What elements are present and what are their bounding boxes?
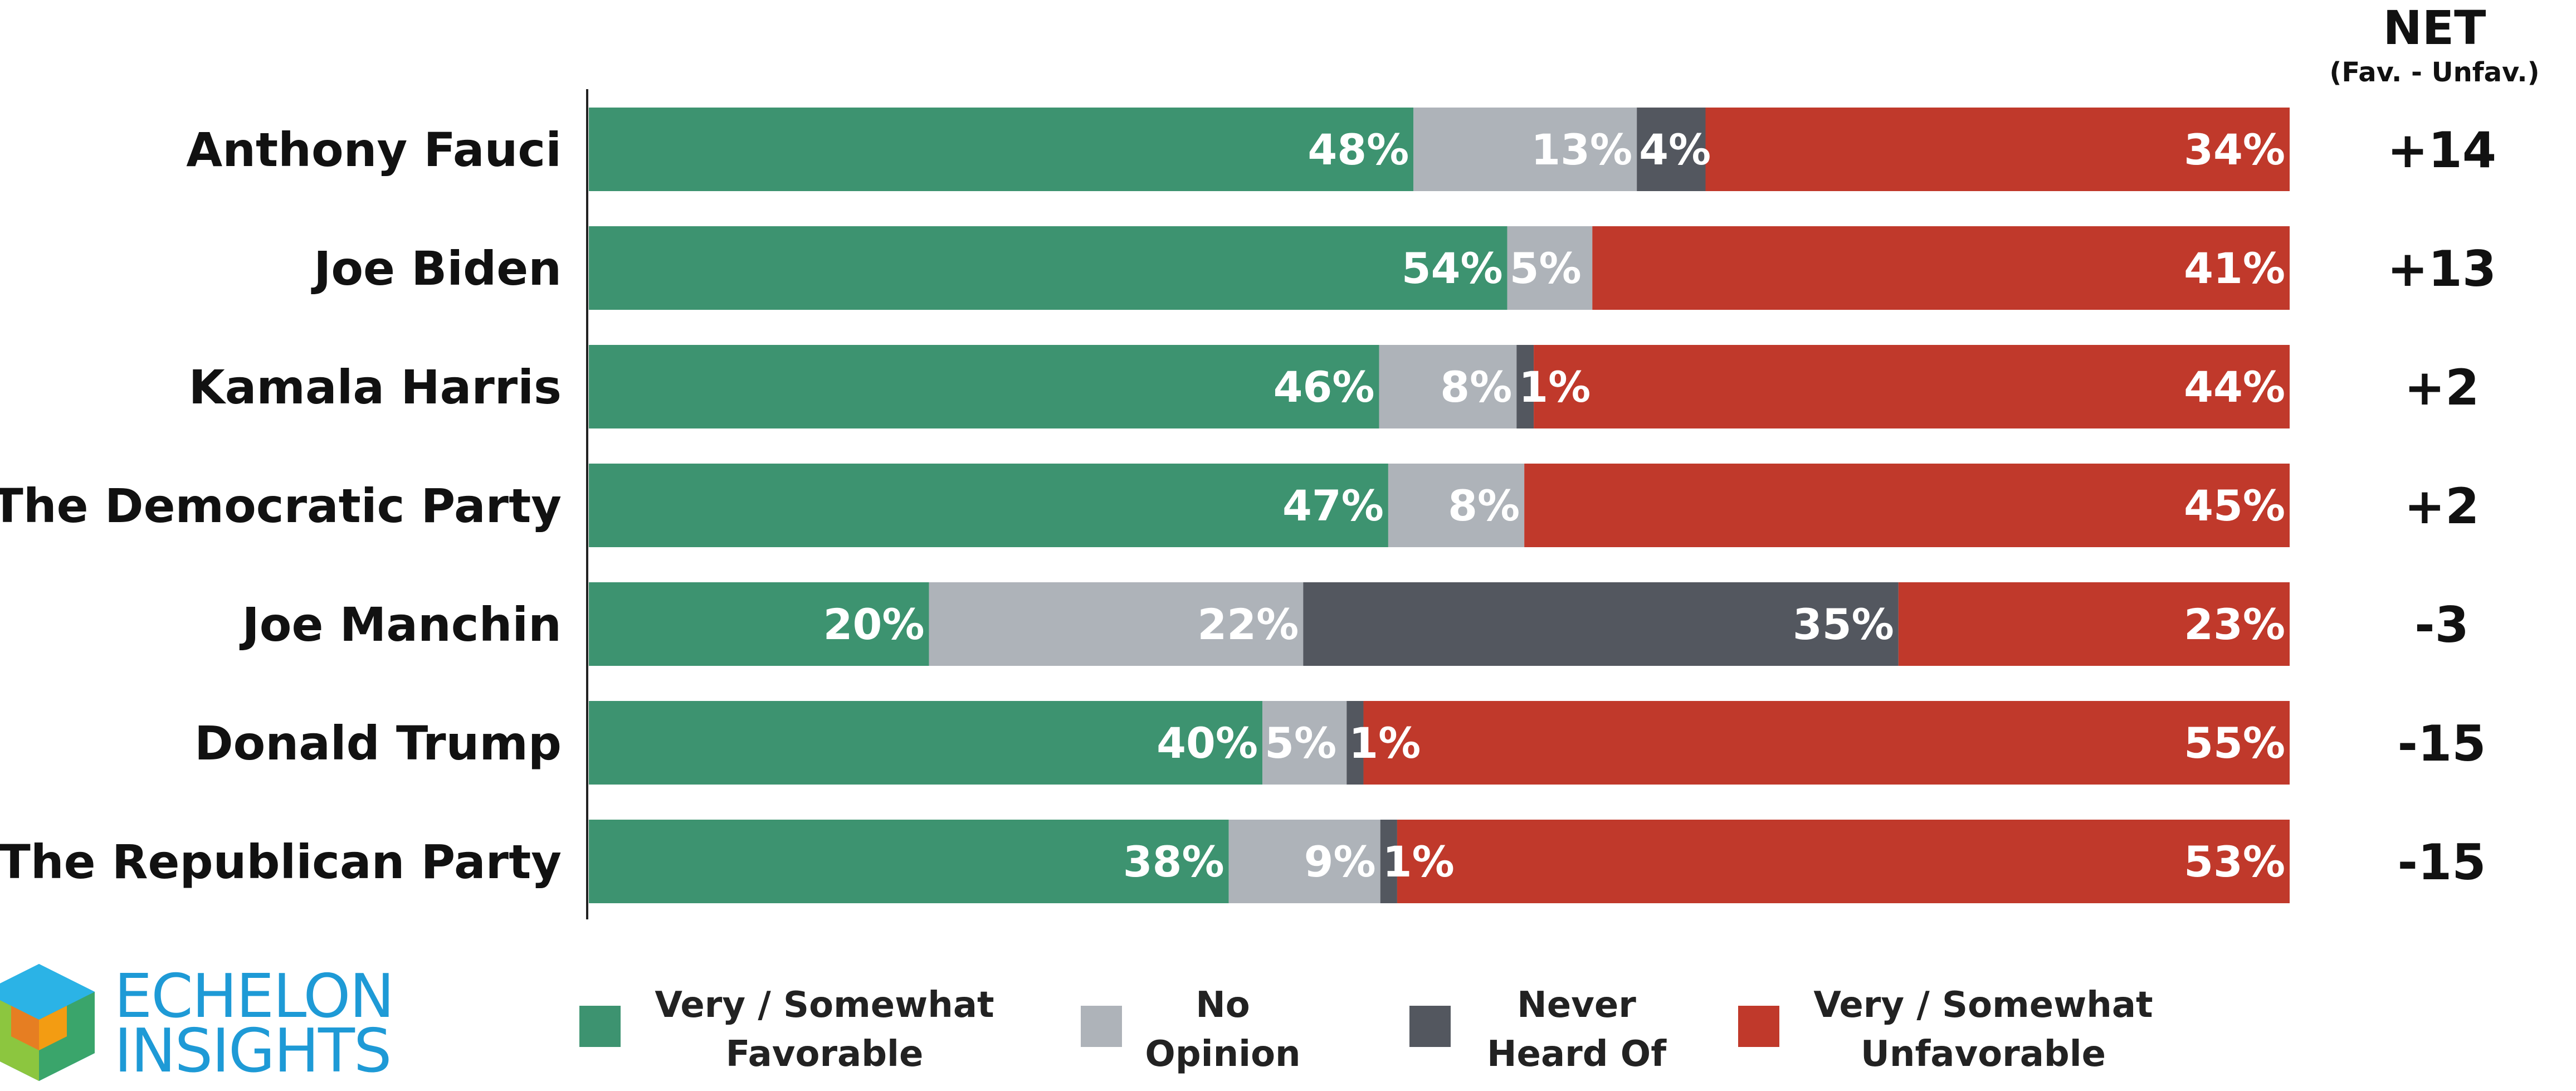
category-label-anthony-fauci: Anthony Fauci [186, 123, 562, 177]
legend-label: Never Heard Of [1486, 985, 1667, 1075]
legend-swatch [579, 1006, 621, 1047]
logo-line-1: ECHELON [114, 962, 394, 1031]
net-value-kamala-harris: +2 [2404, 359, 2480, 416]
net-value-joe-manchin: -3 [2414, 596, 2469, 654]
category-label-kamala-harris: Kamala Harris [189, 360, 562, 415]
bar-segment-very-somewhat-unfavorable-anthony-fauci [1705, 108, 2290, 191]
echelon-insights-logo: ECHELON INSIGHTS [0, 958, 394, 1089]
bar-segment-very-somewhat-favorable-the-democratic-party [589, 464, 1388, 547]
legend-label: No Opinion [1145, 985, 1301, 1075]
value-label-never-heard-of-the-republican-party: 1% [1383, 837, 1455, 887]
bar-segment-very-somewhat-favorable-the-republican-party [589, 820, 1229, 903]
value-label-very-somewhat-favorable-anthony-fauci: 48% [1307, 125, 1409, 174]
logo-cube-icon [0, 964, 95, 1081]
bar-segment-no-opinion-the-republican-party [1228, 820, 1380, 903]
bar-segment-very-somewhat-unfavorable-joe-biden [1592, 226, 2290, 310]
bar-segment-never-heard-of-joe-manchin [1303, 582, 1899, 666]
value-label-very-somewhat-unfavorable-anthony-fauci: 34% [2184, 125, 2285, 174]
legend-label: Very / Somewhat Favorable [655, 985, 994, 1075]
value-label-no-opinion-the-democratic-party: 8% [1448, 481, 1520, 530]
value-label-very-somewhat-unfavorable-donald-trump: 55% [2184, 718, 2285, 768]
bar-segment-very-somewhat-unfavorable-kamala-harris [1534, 345, 2290, 428]
bar-segment-no-opinion-donald-trump [1262, 701, 1347, 785]
value-label-no-opinion-the-republican-party: 9% [1304, 837, 1376, 887]
value-label-very-somewhat-favorable-the-democratic-party: 47% [1282, 481, 1384, 530]
value-label-no-opinion-anthony-fauci: 13% [1531, 125, 1632, 174]
bar-segment-very-somewhat-unfavorable-the-republican-party [1397, 820, 2290, 903]
net-value-anthony-fauci: +14 [2387, 121, 2496, 179]
legend-label: Very / Somewhat Unfavorable [1813, 985, 2153, 1075]
logo-wordmark: ECHELON INSIGHTS [114, 962, 394, 1086]
value-label-very-somewhat-unfavorable-kamala-harris: 44% [2184, 362, 2285, 412]
value-label-very-somewhat-unfavorable-joe-manchin: 23% [2184, 600, 2285, 649]
net-value-joe-biden: +13 [2387, 240, 2496, 298]
bar-segment-no-opinion-kamala-harris [1379, 345, 1517, 428]
net-title: NET [2383, 1, 2486, 55]
value-label-never-heard-of-anthony-fauci: 4% [1639, 125, 1711, 174]
bar-segment-never-heard-of-donald-trump [1346, 701, 1364, 785]
bar-segment-very-somewhat-favorable-kamala-harris [589, 345, 1379, 428]
value-label-very-somewhat-favorable-joe-manchin: 20% [823, 600, 925, 649]
value-label-very-somewhat-unfavorable-the-republican-party: 53% [2184, 837, 2285, 887]
net-header: NET (Fav. - Unfav.) [2323, 0, 2546, 89]
bar-segment-very-somewhat-favorable-joe-manchin [589, 582, 929, 666]
net-value-donald-trump: -15 [2398, 715, 2486, 772]
bar-segment-very-somewhat-unfavorable-the-democratic-party [1524, 464, 2290, 547]
bars-layer [589, 108, 2290, 903]
value-label-never-heard-of-donald-trump: 1% [1349, 718, 1421, 768]
category-label-the-republican-party: The Republican Party [0, 835, 562, 889]
bar-segment-very-somewhat-unfavorable-donald-trump [1363, 701, 2290, 785]
category-label-donald-trump: Donald Trump [194, 716, 562, 771]
net-value-the-republican-party: -15 [2398, 834, 2486, 891]
bar-segment-never-heard-of-anthony-fauci [1637, 108, 1706, 191]
value-label-very-somewhat-favorable-joe-biden: 54% [1402, 243, 1503, 293]
bar-segment-very-somewhat-favorable-anthony-fauci [589, 108, 1414, 191]
value-label-no-opinion-joe-manchin: 22% [1197, 600, 1299, 649]
legend-swatch [1409, 1006, 1451, 1047]
value-label-very-somewhat-unfavorable-the-democratic-party: 45% [2184, 481, 2285, 530]
bar-segment-no-opinion-the-democratic-party [1388, 464, 1525, 547]
value-label-never-heard-of-kamala-harris: 1% [1519, 362, 1591, 412]
bar-segment-no-opinion-joe-manchin [929, 582, 1304, 666]
bar-segment-no-opinion-anthony-fauci [1413, 108, 1637, 191]
bar-segment-never-heard-of-the-republican-party [1380, 820, 1397, 903]
value-label-very-somewhat-favorable-the-republican-party: 38% [1123, 837, 1224, 887]
bar-segment-no-opinion-joe-biden [1507, 226, 1593, 310]
category-label-joe-manchin: Joe Manchin [240, 597, 562, 652]
value-label-no-opinion-joe-biden: 5% [1510, 243, 1582, 293]
logo-line-2: INSIGHTS [114, 1016, 392, 1086]
value-label-very-somewhat-favorable-kamala-harris: 46% [1274, 362, 1375, 412]
value-label-very-somewhat-unfavorable-joe-biden: 41% [2184, 243, 2285, 293]
value-label-no-opinion-donald-trump: 5% [1265, 718, 1336, 768]
net-value-the-democratic-party: +2 [2404, 478, 2480, 535]
net-subtitle: (Fav. - Unfav.) [2329, 57, 2540, 88]
legend-swatch [1081, 1006, 1122, 1047]
bar-segment-very-somewhat-favorable-donald-trump [589, 701, 1263, 785]
legend-swatch [1738, 1006, 1779, 1047]
category-label-joe-biden: Joe Biden [311, 241, 562, 296]
value-label-very-somewhat-favorable-donald-trump: 40% [1157, 718, 1258, 768]
bar-segment-very-somewhat-favorable-joe-biden [589, 226, 1507, 310]
bar-segment-very-somewhat-unfavorable-joe-manchin [1898, 582, 2290, 666]
value-label-no-opinion-kamala-harris: 8% [1440, 362, 1512, 412]
bar-segment-never-heard-of-kamala-harris [1516, 345, 1534, 428]
category-label-the-democratic-party: The Democratic Party [0, 479, 562, 533]
value-label-never-heard-of-joe-manchin: 35% [1793, 600, 1894, 649]
